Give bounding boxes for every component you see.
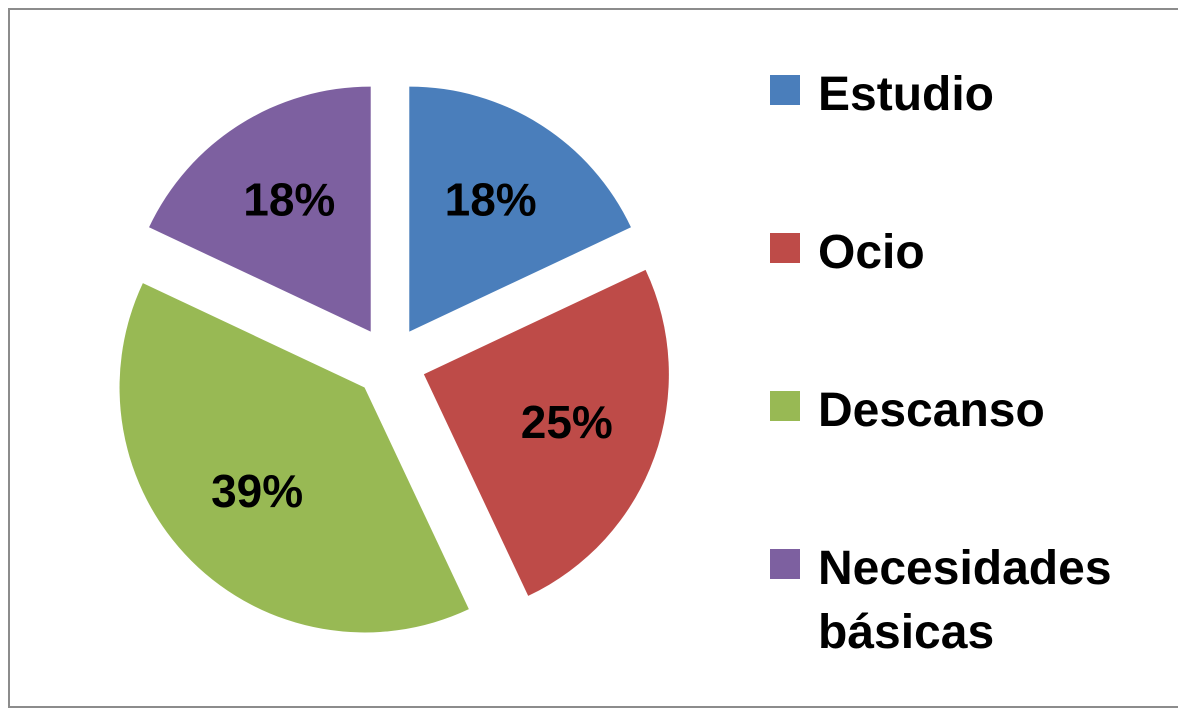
legend: Estudio Ocio Descanso Necesidades básicas: [770, 55, 1170, 687]
legend-item: Necesidades básicas: [770, 529, 1170, 687]
legend-label: Estudio: [818, 68, 994, 121]
legend-item: Ocio: [770, 213, 1170, 371]
pie-slice: [119, 283, 469, 633]
pie-slice: [423, 269, 669, 596]
data-label: 18%: [445, 174, 537, 226]
legend-swatch: [770, 233, 800, 263]
pie-slice: [149, 86, 371, 332]
legend-item: Descanso: [770, 371, 1170, 529]
legend-swatch: [770, 549, 800, 579]
legend-label: Necesidades básicas: [818, 542, 1112, 659]
legend-swatch: [770, 391, 800, 421]
pie-slice: [409, 86, 631, 332]
data-label: 25%: [521, 396, 613, 448]
data-label: 39%: [211, 465, 303, 517]
legend-item: Estudio: [770, 55, 1170, 213]
data-label: 18%: [243, 174, 335, 226]
legend-swatch: [770, 75, 800, 105]
pie-chart: 18% 25% 39% 18%: [119, 86, 669, 633]
legend-label: Ocio: [818, 226, 925, 279]
legend-label: Descanso: [818, 384, 1045, 437]
